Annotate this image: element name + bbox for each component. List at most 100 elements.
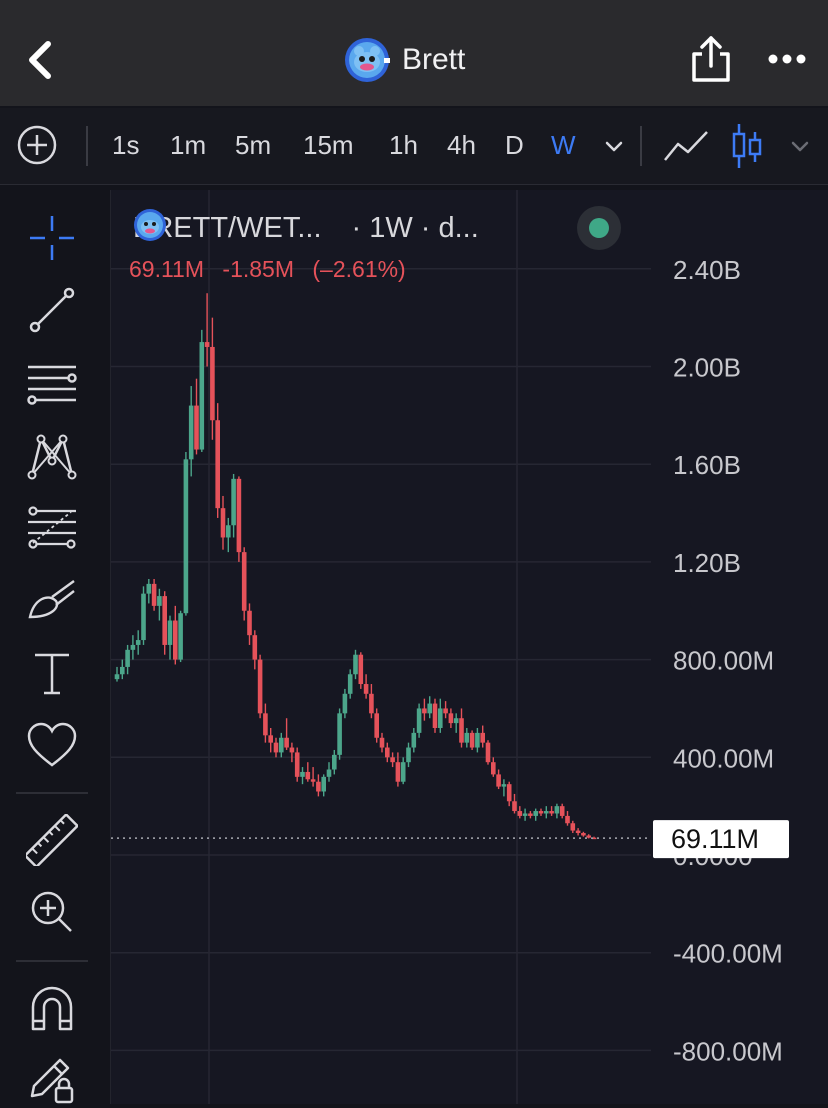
candle-body xyxy=(353,654,358,675)
last-price-tag xyxy=(653,820,789,859)
candle-body xyxy=(506,784,512,802)
magnet-tool[interactable] xyxy=(24,982,80,1038)
favorites-tool[interactable] xyxy=(24,718,80,774)
candle-body xyxy=(416,708,422,733)
candle-body xyxy=(491,762,496,775)
candle-body xyxy=(183,459,189,614)
interval-w[interactable]: W xyxy=(551,130,576,160)
candle-body xyxy=(188,405,194,460)
token-title[interactable]: Brett xyxy=(344,36,465,84)
price-chart[interactable]: 2.40B2.00B1.60B1.20B800.00M400.00M0.0000… xyxy=(110,190,828,1104)
candle-body xyxy=(284,737,289,748)
measure-tool[interactable] xyxy=(24,812,80,868)
candle-body xyxy=(528,813,533,816)
candle-body xyxy=(591,837,597,840)
text-tool[interactable] xyxy=(24,646,80,702)
candlestick-icon[interactable] xyxy=(730,122,764,170)
price-scale-label: 2.40B xyxy=(673,255,741,285)
trend-line-icon xyxy=(29,287,75,333)
candle-body xyxy=(422,708,427,714)
candle-body xyxy=(369,693,374,714)
candle-body xyxy=(358,654,364,685)
candle-body xyxy=(432,703,438,728)
interval-chevron-down-icon[interactable] xyxy=(602,136,626,156)
candle-body xyxy=(554,806,560,814)
candle-body xyxy=(464,732,470,743)
pattern-tool[interactable] xyxy=(24,428,80,484)
candle-body xyxy=(385,747,390,758)
candle-body xyxy=(549,811,554,814)
candle-body xyxy=(173,620,178,660)
zoom-tool[interactable] xyxy=(24,884,80,940)
chart-toolbar: 1s 1m 5m 15m 1h 4h D W xyxy=(0,108,828,185)
candle-body xyxy=(141,593,146,641)
price-scale-label: -800.00M xyxy=(673,1036,783,1066)
candle-body xyxy=(130,644,136,650)
magnet-icon xyxy=(31,986,73,1031)
candle-body xyxy=(263,713,268,736)
candle-body xyxy=(326,769,332,777)
interval-4h[interactable]: 4h xyxy=(447,130,476,160)
candle-body xyxy=(316,781,321,792)
candle-body xyxy=(135,640,141,645)
candle-body xyxy=(453,718,459,724)
candle-body xyxy=(480,732,485,743)
change-value: -1.85M xyxy=(222,256,294,282)
line-chart-icon[interactable] xyxy=(662,126,710,166)
more-options-button[interactable] xyxy=(766,46,808,72)
interval-1m[interactable]: 1m xyxy=(170,130,207,160)
candle-body xyxy=(570,823,576,831)
candle-body xyxy=(337,713,342,755)
candle-body xyxy=(485,742,491,763)
candle-body xyxy=(459,718,464,743)
market-status-indicator[interactable] xyxy=(577,206,621,250)
candlestick-chart[interactable]: 2.40B2.00B1.60B1.20B800.00M400.00M0.0000… xyxy=(111,190,828,1104)
brush-tool[interactable] xyxy=(24,574,80,630)
page-title: Brett xyxy=(402,43,466,76)
candle-body xyxy=(581,833,586,836)
candle-body xyxy=(241,552,247,611)
candle-body xyxy=(363,684,369,694)
ohlc-values: 69.11M -1.85M (–2.61%) xyxy=(129,256,418,283)
sidebar-divider xyxy=(16,960,88,962)
add-indicator-button[interactable] xyxy=(16,124,58,166)
candle-body xyxy=(305,771,311,780)
back-button[interactable] xyxy=(22,38,58,82)
toolbar-divider xyxy=(640,126,642,166)
interval-1s[interactable]: 1s xyxy=(112,130,140,160)
chart-type-chevron-down-icon[interactable] xyxy=(788,136,812,156)
candle-body xyxy=(332,754,337,770)
candle-body xyxy=(162,596,167,645)
share-icon xyxy=(692,36,730,82)
fib-retracement-tool[interactable] xyxy=(24,500,80,556)
candle-body xyxy=(475,732,480,748)
horizontal-lines-tool[interactable] xyxy=(24,356,80,412)
pencil-lock-icon xyxy=(30,1058,74,1104)
interval-d[interactable]: D xyxy=(505,130,524,160)
lock-drawings-tool[interactable] xyxy=(24,1052,80,1108)
toolbar-divider xyxy=(86,126,88,166)
interval-1h[interactable]: 1h xyxy=(389,130,418,160)
candle-body xyxy=(390,757,395,763)
candle-body xyxy=(469,732,475,748)
candle-body xyxy=(279,737,284,753)
candle-body xyxy=(438,708,443,728)
candle-body xyxy=(448,713,454,724)
interval-15m[interactable]: 15m xyxy=(303,130,354,160)
interval-5m[interactable]: 5m xyxy=(235,130,272,160)
crosshair-tool[interactable] xyxy=(24,210,80,266)
candle-body xyxy=(120,666,125,675)
last-price-tag-label: 69.11M xyxy=(671,824,759,854)
candle-body xyxy=(565,815,570,824)
price-scale-label: 800.00M xyxy=(673,646,774,676)
candle-body xyxy=(268,735,273,743)
candle-body xyxy=(575,830,581,834)
share-button[interactable] xyxy=(690,34,732,84)
candle-body xyxy=(533,811,538,816)
candle-body xyxy=(204,342,210,347)
candle-body xyxy=(114,674,120,680)
price-scale-label: 1.60B xyxy=(673,450,741,480)
trend-line-tool[interactable] xyxy=(24,282,80,338)
chart-legend[interactable]: BRETT/WET... · 1W · d... xyxy=(133,208,479,248)
candle-body xyxy=(294,752,300,777)
